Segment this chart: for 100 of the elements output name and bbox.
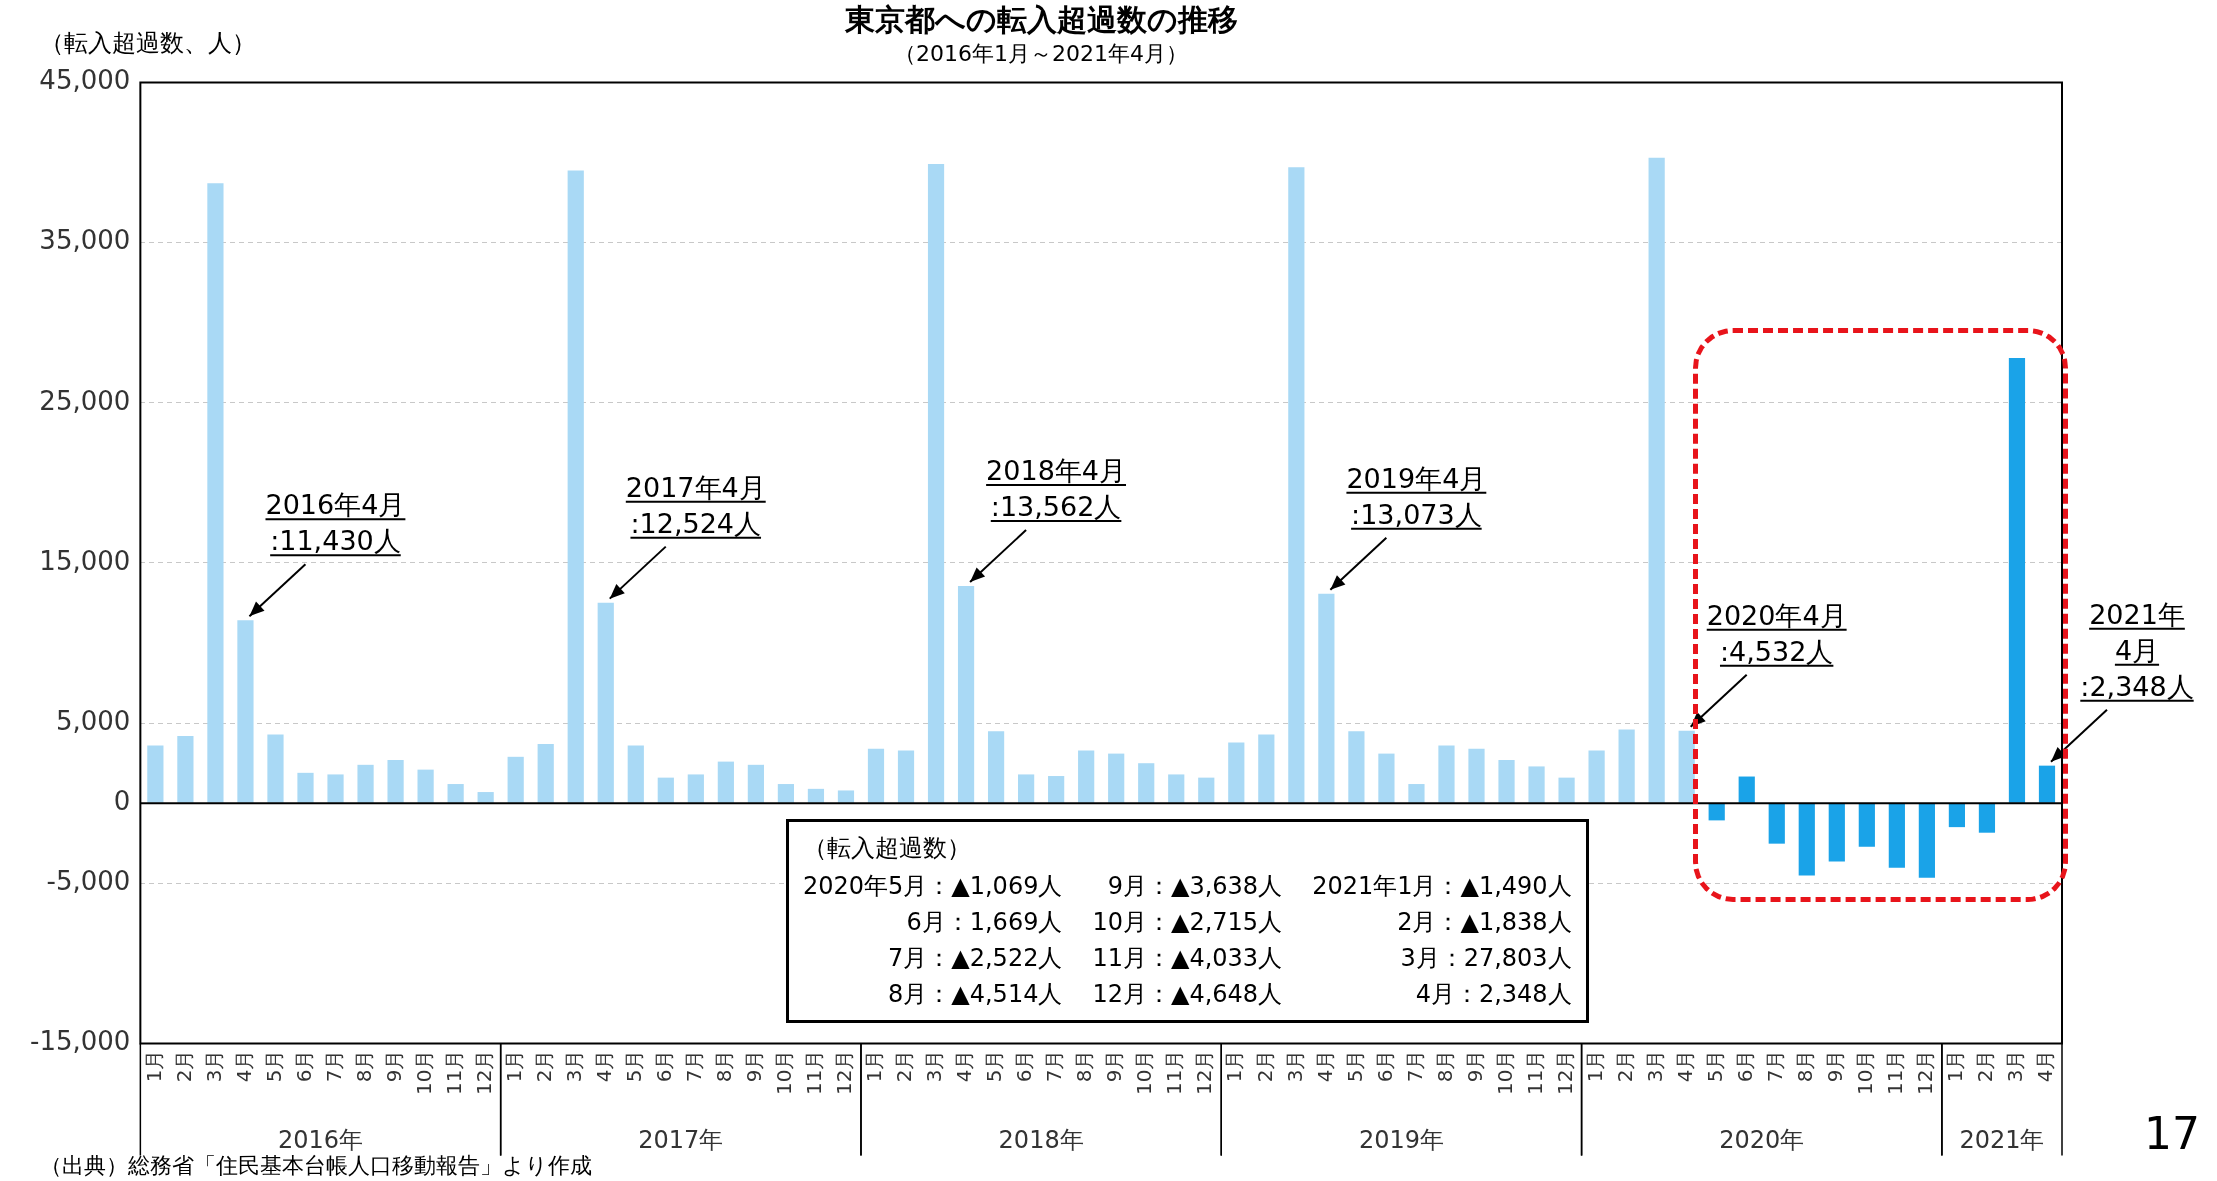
annotation: 11月：▲4,033人 (1092, 943, 1283, 975)
x-tick-label: 2月 (531, 1049, 556, 1083)
text: 17 (2144, 1108, 2200, 1160)
x-tick-label: 3月 (1642, 1049, 1667, 1083)
annotation: 3月：27,803人 (1399, 943, 1572, 975)
bar (1018, 774, 1035, 803)
text: 2019年 (1358, 1125, 1444, 1154)
x-tick-label: 6月 (652, 1049, 677, 1083)
x-tick-label: 7月 (1402, 1049, 1427, 1083)
x-tick-label: 2月 (171, 1049, 196, 1083)
chart-title: 東京都への転入超過数の推移 (843, 1, 1238, 37)
x-tick-label: 9月 (742, 1049, 767, 1083)
bar (477, 792, 494, 803)
y-tick-label: 25,000 (39, 385, 131, 416)
x-tick-label: 4月 (1312, 1049, 1337, 1083)
x-tick-label: 11月 (441, 1049, 466, 1095)
data-label: 2016年4月 :11,430人 (265, 489, 406, 557)
bar (357, 764, 374, 803)
x-tick-label: 3月 (1282, 1049, 1307, 1083)
text: （出典）総務省「住民基本台帳人口移動報告」より作成 (40, 1152, 592, 1178)
x-tick-label: 6月 (1732, 1049, 1757, 1083)
x-tick-label: 10月 (772, 1049, 797, 1095)
x-tick-label: 9月 (1102, 1049, 1127, 1083)
bar (1318, 593, 1335, 803)
bar (927, 164, 945, 803)
x-tick-label: 2月 (1252, 1049, 1277, 1083)
x-tick-label: 12月 (832, 1049, 857, 1095)
x-tick-label: 1月 (862, 1049, 887, 1083)
annotation: （転入超過数） (802, 833, 972, 865)
x-tick-label: 10月 (411, 1049, 436, 1095)
x-tick-label: 7月 (321, 1049, 346, 1083)
x-tick-label: 11月 (1883, 1049, 1908, 1095)
y-tick-label: 35,000 (39, 225, 131, 256)
bar (1348, 731, 1365, 803)
annotation: 4月：2,348人 (1414, 979, 1572, 1011)
x-tick-label: 11月 (1522, 1049, 1547, 1095)
x-tick-label: 8月 (712, 1049, 737, 1083)
bar (2038, 765, 2056, 803)
data-label: 2021年 4月 :2,348人 (2080, 598, 2194, 702)
bar (1528, 766, 1545, 803)
x-tick-label: 2月 (892, 1049, 917, 1083)
bar (747, 764, 764, 803)
bar (177, 735, 194, 803)
x-tick-label: 9月 (1462, 1049, 1487, 1083)
x-tick-label: 8月 (1072, 1049, 1097, 1083)
y-tick-label: 5,000 (55, 705, 131, 736)
x-tick-label: 4月 (231, 1049, 256, 1083)
annotation: 2020年5月：▲1,069人 (802, 871, 1063, 903)
x-tick-label: 11月 (802, 1049, 827, 1095)
bar (267, 734, 284, 803)
bar (1138, 763, 1155, 803)
bar (1198, 777, 1215, 803)
x-tick-label: 5月 (261, 1049, 286, 1083)
annotation: 2月：▲1,838人 (1396, 907, 1572, 939)
bar (1798, 803, 1815, 876)
x-tick-label: 3月 (201, 1049, 226, 1083)
bar (507, 756, 524, 803)
data-label: 2019年4月 :13,073人 (1346, 462, 1487, 530)
bar (1258, 734, 1275, 803)
bar (1918, 803, 1935, 878)
text: 2018年 (998, 1125, 1084, 1154)
bar (1168, 774, 1185, 803)
annotation: 8月：▲4,514人 (887, 979, 1063, 1011)
x-tick-label: 5月 (1342, 1049, 1367, 1083)
x-tick-label: 10月 (1853, 1049, 1878, 1095)
bar (537, 743, 554, 803)
annotation: 12月：▲4,648人 (1092, 979, 1283, 1011)
bar (1408, 784, 1425, 803)
annotation: 7月：▲2,522人 (887, 943, 1063, 975)
bar (1558, 777, 1575, 803)
bar (567, 170, 584, 803)
x-tick-label: 6月 (1012, 1049, 1037, 1083)
bar (627, 745, 644, 803)
x-tick-label: 4月 (952, 1049, 977, 1083)
annotation: 2021年1月：▲1,490人 (1312, 871, 1572, 903)
bar (237, 620, 254, 803)
x-tick-label: 4月 (591, 1049, 616, 1083)
x-tick-label: 2月 (1612, 1049, 1637, 1083)
data-label: 2018年4月 :13,562人 (986, 455, 1127, 523)
bar (1438, 745, 1455, 803)
x-tick-label: 1月 (1222, 1049, 1247, 1083)
x-tick-label: 7月 (682, 1049, 707, 1083)
data-label: 2017年4月 :12,524人 (625, 471, 766, 539)
bar (1378, 753, 1395, 803)
y-tick-label: 0 (113, 786, 131, 817)
x-tick-label: 8月 (1432, 1049, 1457, 1083)
bar (867, 748, 885, 803)
bar (417, 769, 434, 803)
x-tick-label: 9月 (381, 1049, 406, 1083)
x-tick-label: 8月 (1792, 1049, 1817, 1083)
bar (327, 774, 344, 803)
x-tick-label: 5月 (982, 1049, 1007, 1083)
bar (777, 784, 795, 803)
y-tick-label: -5,000 (46, 866, 131, 897)
bar (1228, 742, 1245, 803)
x-tick-label: 1月 (1582, 1049, 1607, 1083)
bar (657, 777, 674, 803)
y-tick-label: 15,000 (39, 545, 131, 576)
bar (1468, 748, 1485, 803)
bar (1738, 776, 1755, 803)
